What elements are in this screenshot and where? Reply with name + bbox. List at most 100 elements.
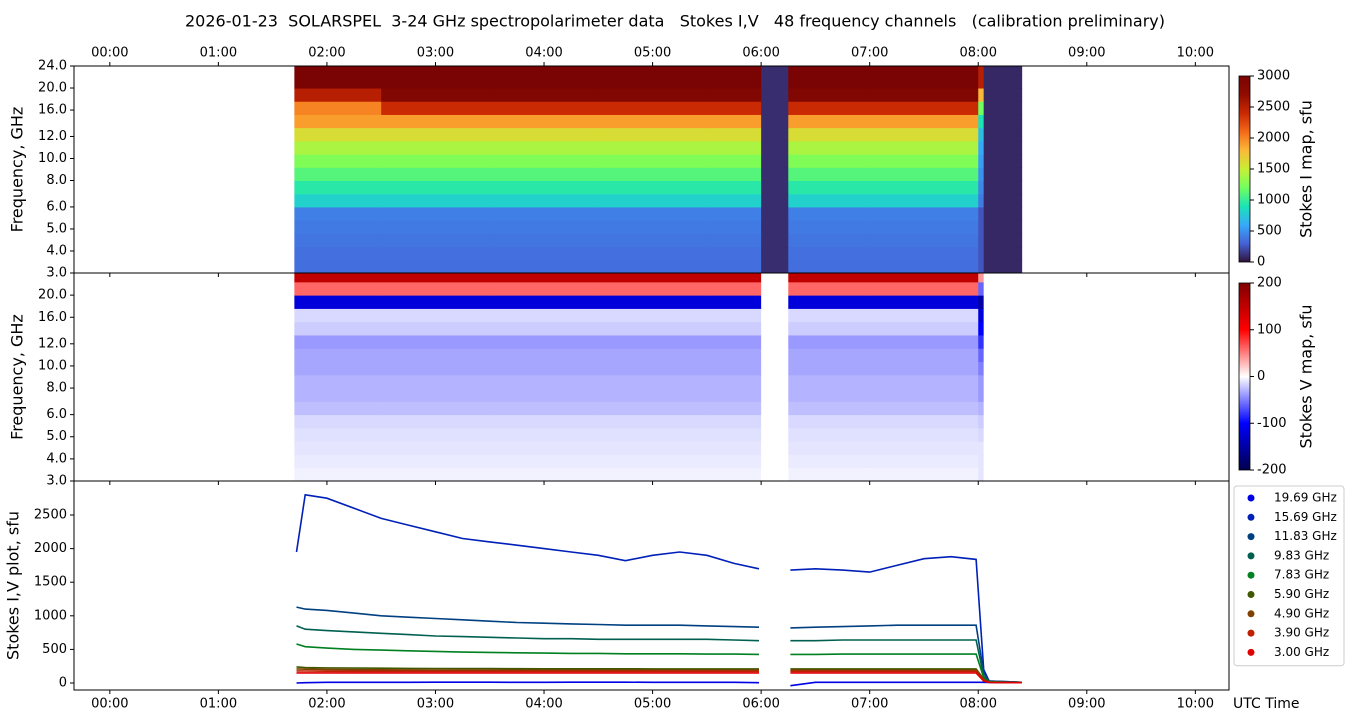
colorbar xyxy=(1238,75,1251,263)
y-tick-label: 8.0 xyxy=(46,381,67,396)
heatmap-cell xyxy=(598,233,708,248)
heatmap-cell xyxy=(983,388,1023,402)
heatmap-cell xyxy=(983,167,1023,182)
heatmap-cell xyxy=(294,154,382,168)
colorbar xyxy=(1238,282,1251,471)
heatmap-cell xyxy=(978,74,985,89)
heatmap-cell xyxy=(788,180,871,195)
heatmap-cell xyxy=(381,374,491,389)
series-line xyxy=(296,672,1022,684)
heatmap-cell xyxy=(598,220,708,234)
heatmap-cell xyxy=(978,454,985,469)
heatmap-cell xyxy=(869,101,979,115)
heatmap-cell xyxy=(978,88,985,102)
y-tick-label: 12.0 xyxy=(38,129,67,144)
heatmap-cell xyxy=(706,441,762,455)
x-tick-label: 05:00 xyxy=(634,46,671,61)
heatmap-cell xyxy=(788,74,871,89)
heatmap-cell xyxy=(294,167,382,182)
heatmap-cell xyxy=(489,66,599,76)
legend-marker xyxy=(1247,533,1255,541)
heatmap-cell xyxy=(788,66,871,76)
heatmap-cell xyxy=(761,388,789,402)
x-tick-label: 01:00 xyxy=(200,46,237,61)
heatmap-cell xyxy=(294,334,382,349)
y-tick-label: 2000 xyxy=(34,541,67,556)
heatmap-cell xyxy=(489,140,599,155)
heatmap-cell xyxy=(706,88,762,102)
colorbar-tick-label: 2500 xyxy=(1257,100,1290,115)
heatmap-cell xyxy=(761,127,789,142)
heatmap-cell xyxy=(381,246,491,261)
heatmap-cell xyxy=(788,233,871,248)
heatmap-cell xyxy=(761,220,789,234)
y-tick-label: 3.0 xyxy=(46,266,67,281)
heatmap-cell xyxy=(869,441,979,455)
x-tick-label: 06:00 xyxy=(742,46,779,61)
heatmap-cell xyxy=(294,295,382,309)
heatmap-cell xyxy=(706,101,762,115)
heatmap-cell xyxy=(381,414,491,429)
y-tick-label: 20.0 xyxy=(38,81,67,96)
x-tick-label: 05:00 xyxy=(634,697,671,712)
heatmap-cell xyxy=(598,127,708,142)
x-tick-label: 10:00 xyxy=(1177,46,1214,61)
heatmap-cell xyxy=(489,273,599,283)
x-tick-label: 04:00 xyxy=(525,46,562,61)
x-tick-label: 10:00 xyxy=(1177,697,1214,712)
heatmap-cell xyxy=(869,140,979,155)
heatmap-cell xyxy=(294,467,382,482)
heatmap-cell xyxy=(788,374,871,389)
legend-label: 11.83 GHz xyxy=(1274,529,1337,543)
heatmap-cell xyxy=(598,114,708,129)
x-tick-label: 00:00 xyxy=(91,697,128,712)
heatmap-cell xyxy=(598,321,708,336)
y-tick-label: 500 xyxy=(42,642,67,657)
heatmap-cell xyxy=(983,361,1023,376)
heatmap-cell xyxy=(983,321,1023,336)
y-tick-label: 6.0 xyxy=(46,407,67,422)
heatmap-cell xyxy=(869,127,979,142)
heatmap-cell xyxy=(706,401,762,416)
x-tick-label: 08:00 xyxy=(960,697,997,712)
y-axis-label: Frequency, GHz xyxy=(8,314,27,440)
heatmap-cell xyxy=(869,154,979,168)
heatmap-cell xyxy=(294,74,382,89)
heatmap-cell xyxy=(869,167,979,182)
heatmap-cell xyxy=(983,114,1023,129)
heatmap-cell xyxy=(983,348,1023,363)
heatmap-cell xyxy=(978,114,985,129)
heatmap-cell xyxy=(869,361,979,376)
heatmap-cell xyxy=(294,233,382,248)
heatmap-cell xyxy=(706,273,762,283)
heatmap-cell xyxy=(761,259,789,274)
legend-label: 3.00 GHz xyxy=(1274,645,1329,659)
heatmap-cell xyxy=(598,88,708,102)
y-tick-label: 1500 xyxy=(34,575,67,590)
heatmap-cell xyxy=(598,361,708,376)
heatmap-cell xyxy=(294,441,382,455)
y-tick-label: 4.0 xyxy=(46,451,67,466)
heatmap-cell xyxy=(706,140,762,155)
heatmap-cell xyxy=(489,361,599,376)
heatmap-cell xyxy=(381,74,491,89)
y-tick-label: 4.0 xyxy=(46,243,67,258)
y-tick-label: 10.0 xyxy=(38,358,67,373)
heatmap-cell xyxy=(381,295,491,309)
y-tick-label: 12.0 xyxy=(38,336,67,351)
heatmap-cell xyxy=(489,295,599,309)
heatmap-cell xyxy=(869,259,979,274)
heatmap-cell xyxy=(788,127,871,142)
heatmap-cell xyxy=(598,334,708,349)
heatmap-cell xyxy=(381,101,491,115)
heatmap-cell xyxy=(294,246,382,261)
heatmap-cell xyxy=(983,127,1023,142)
heatmap-cell xyxy=(706,374,762,389)
heatmap-cell xyxy=(869,180,979,195)
heatmap-cell xyxy=(788,281,871,296)
heatmap-cell xyxy=(294,180,382,195)
heatmap-cell xyxy=(978,441,985,455)
heatmap-cell xyxy=(869,66,979,76)
heatmap-cell xyxy=(983,414,1023,429)
legend-marker xyxy=(1247,513,1255,521)
